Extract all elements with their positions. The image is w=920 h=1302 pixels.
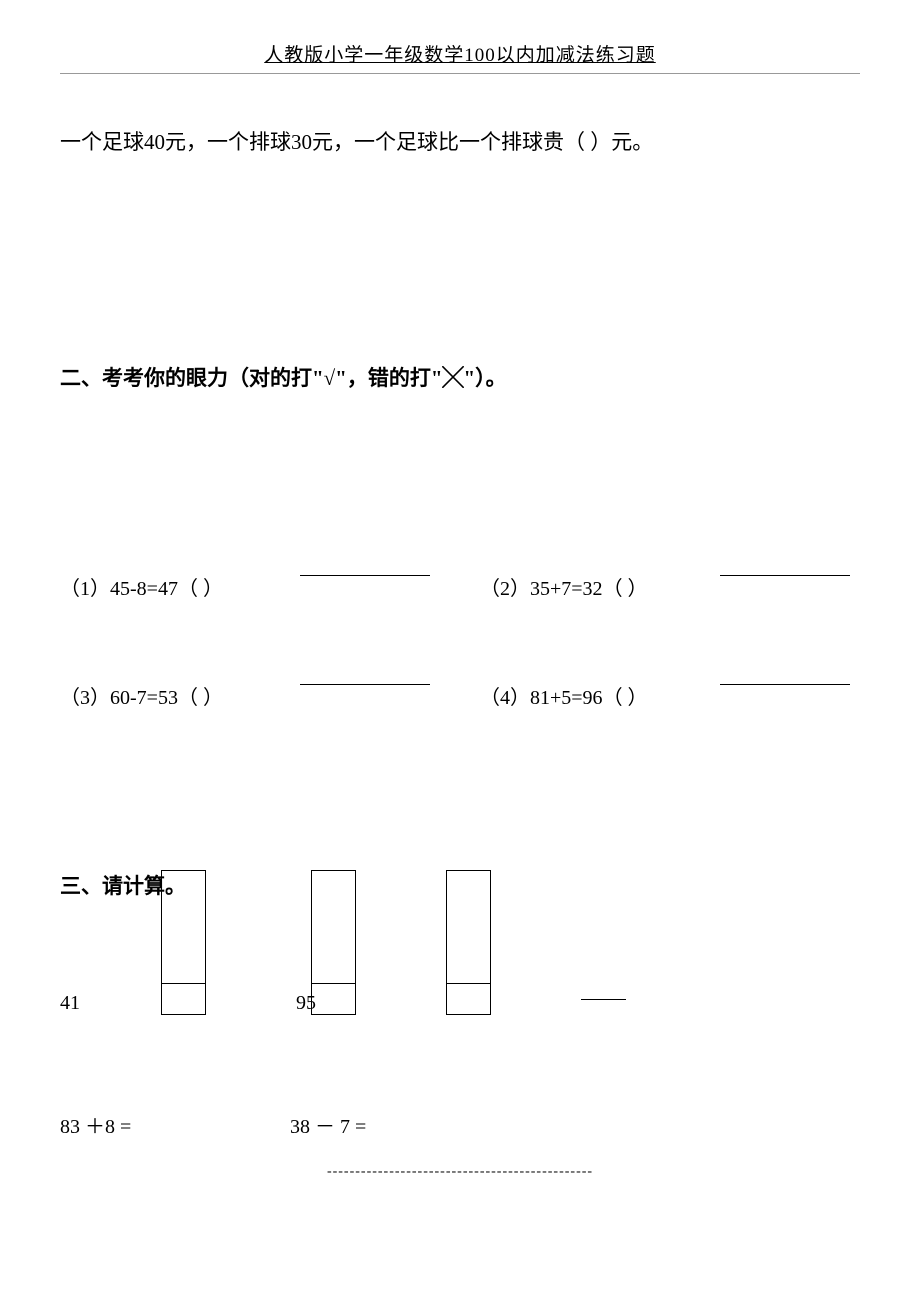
q1-expr: 45-8=47 <box>110 578 178 600</box>
tall-box-2 <box>311 870 356 1015</box>
q3-expr: 60-7=53 <box>110 687 178 709</box>
q3-paren: （ ） <box>178 687 223 709</box>
box-inner-line-1 <box>162 983 205 984</box>
section-3: 三、请计算。 41 95 83 ＋8 = 38 － 7 = <box>60 870 860 1139</box>
blank-line-1 <box>300 575 430 576</box>
question-item-3: （3）60-7=53（ ） <box>60 681 290 710</box>
header-divider <box>60 73 860 74</box>
page-title: 人教版小学一年级数学100以内加减法练习题 <box>60 40 860 69</box>
calc-item-2: 38 － 7 = <box>290 1110 520 1139</box>
num-label-1: 41 <box>60 992 171 1015</box>
blank-line-4 <box>720 684 850 685</box>
tall-box-1 <box>161 870 206 1015</box>
question-item-1: （1）45-8=47（ ） <box>60 572 290 601</box>
box-inner-line-3 <box>447 983 490 984</box>
question-row-1: （1）45-8=47（ ） （2）35+7=32（ ） <box>60 572 860 601</box>
calc-item-1: 83 ＋8 = <box>60 1110 290 1139</box>
q4-num: （4） <box>480 687 530 709</box>
box-group-1: 三、请计算。 41 <box>60 870 206 1015</box>
tall-box-3 <box>446 870 491 1015</box>
short-line <box>581 999 626 1000</box>
calc-row: 83 ＋8 = 38 － 7 = <box>60 1110 860 1139</box>
blank-line-2 <box>720 575 850 576</box>
box-group-2: 95 <box>296 870 356 1015</box>
q1-num: （1） <box>60 578 110 600</box>
question-1-text: 一个足球40元，一个排球30元，一个足球比一个排球贵（ ）元。 <box>60 124 860 162</box>
q2-expr: 35+7=32 <box>530 578 603 600</box>
question-row-2: （3）60-7=53（ ） （4）81+5=96（ ） <box>60 681 860 710</box>
question-item-2: （2）35+7=32（ ） <box>480 572 710 601</box>
box-row: 三、请计算。 41 95 <box>60 870 860 1015</box>
q4-expr: 81+5=96 <box>530 687 603 709</box>
q4-paren: （ ） <box>603 687 648 709</box>
section-2-heading: 二、考考你的眼力（对的打"√"，错的打"╳"）。 <box>60 362 860 392</box>
question-item-4: （4）81+5=96（ ） <box>480 681 710 710</box>
q2-num: （2） <box>480 578 530 600</box>
box-inner-line-2 <box>312 983 355 984</box>
q1-paren: （ ） <box>178 578 223 600</box>
q3-num: （3） <box>60 687 110 709</box>
box-group-3 <box>446 870 491 1015</box>
q2-paren: （ ） <box>603 578 648 600</box>
footer-dashes: ----------------------------------------… <box>60 1164 860 1180</box>
blank-line-3 <box>300 684 430 685</box>
